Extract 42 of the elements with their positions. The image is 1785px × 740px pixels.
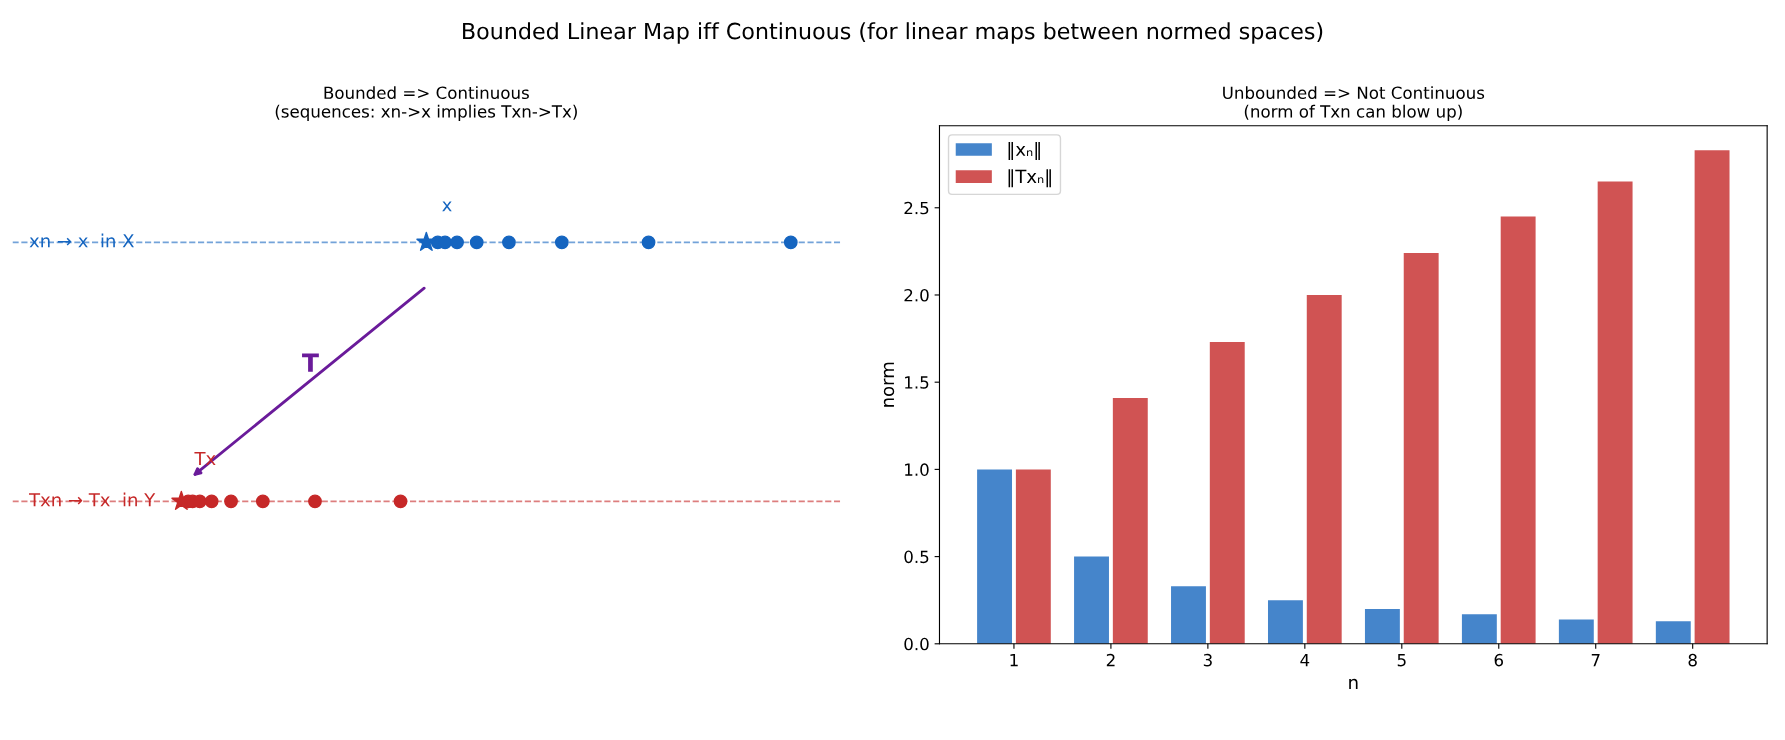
legend-label: ‖xₙ‖ — [1008, 142, 1040, 161]
chart-title: Unbounded => Not Continuous — [1223, 86, 1485, 100]
bar — [1500, 216, 1536, 644]
bar — [1694, 150, 1730, 644]
bar — [1558, 619, 1594, 644]
y-tick-label: 1.5 — [905, 376, 929, 389]
x-axis-title: n — [1349, 678, 1358, 689]
text: Bounded => Continuous — [324, 86, 529, 100]
text: (sequences: xn->x implies Txn->Tx) — [275, 104, 577, 121]
bar — [1171, 586, 1206, 644]
bar — [1461, 614, 1497, 644]
legend-label: ‖Txₙ‖ — [1008, 169, 1051, 188]
x-tick-label: 2 — [1106, 653, 1115, 667]
text: x — [442, 201, 452, 212]
x-tick-label: 1 — [1010, 654, 1018, 667]
y-tick-label: 1.0 — [905, 463, 929, 476]
bar — [1074, 556, 1109, 644]
bar — [1015, 469, 1051, 644]
x-tick-label: 7 — [1591, 654, 1600, 667]
text: T — [302, 353, 319, 372]
x-tick-label: 5 — [1397, 654, 1406, 667]
bar — [1306, 294, 1342, 644]
text: Tx — [194, 451, 216, 466]
x-tick-label: 8 — [1688, 653, 1697, 667]
y-tick-label: 2.5 — [904, 201, 929, 215]
bar — [1364, 608, 1400, 644]
bar — [1403, 253, 1439, 644]
bar — [1655, 621, 1691, 644]
x-tick-label: 4 — [1300, 654, 1310, 667]
y-tick-label: 0.0 — [904, 637, 929, 651]
bar — [1267, 600, 1303, 644]
chart-subtitle: (norm of Txn can blow up) — [1244, 104, 1462, 121]
bar — [977, 469, 1013, 644]
bar — [1112, 397, 1148, 644]
bar — [1597, 181, 1633, 644]
y-tick-label: 0.5 — [904, 550, 929, 564]
x-tick-label: 6 — [1494, 653, 1504, 667]
text: Bounded Linear Map iff Continuous (for linear maps between normed spaces) — [463, 22, 1323, 44]
y-tick-label: 2.0 — [904, 288, 929, 302]
y-axis-title: norm — [883, 362, 895, 407]
x-tick-label: 3 — [1203, 653, 1212, 667]
bar — [1209, 342, 1245, 644]
